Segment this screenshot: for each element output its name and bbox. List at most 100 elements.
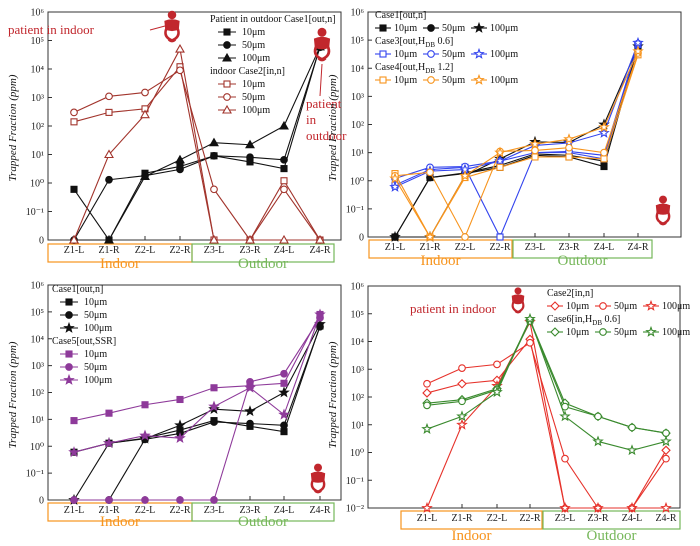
y-tick-label: 10⁶ (351, 8, 365, 19)
region-outdoor-label: Outdoor (558, 253, 608, 269)
legend-group-title: Case1[out,n] (375, 10, 426, 21)
y-tick-label: 10⁶ (31, 281, 45, 292)
data-point (70, 118, 78, 126)
y-tick-label: 10⁰ (350, 448, 364, 459)
series-line (394, 42, 639, 188)
data-point (280, 185, 288, 194)
legend-entry-label: 100μm (490, 75, 518, 86)
x-tick-label: Z2-R (169, 245, 190, 256)
data-point (139, 429, 151, 441)
data-point (105, 175, 113, 184)
data-point (661, 445, 671, 456)
series-line (73, 47, 320, 241)
data-point (141, 496, 149, 504)
data-point (632, 45, 644, 57)
y-tick-label: 10⁻¹ (26, 469, 44, 480)
data-point (244, 405, 256, 417)
legend-marker (65, 298, 73, 306)
data-point (280, 155, 288, 164)
y-tick-label: 10⁵ (351, 36, 365, 47)
x-tick-label: Z1-L (64, 245, 85, 256)
x-tick-label: Z4-L (594, 242, 615, 253)
legend-entry-label: 100μm (662, 327, 690, 338)
y-tick-label: 10⁴ (31, 65, 45, 76)
y-axis-label: Trapped Fraction (ppm) (327, 74, 339, 181)
region-outdoor-label: Outdoor (238, 514, 288, 530)
series-line (73, 314, 321, 422)
legend-marker (550, 301, 560, 311)
legend-entry-label: 10μm (394, 23, 417, 34)
y-tick-label: 10³ (31, 93, 44, 104)
data-point (459, 169, 471, 181)
data-point (628, 423, 636, 432)
annotation-patient-indoor: patient in indoor (8, 22, 95, 37)
annotation-arrow (319, 63, 323, 97)
data-point (458, 397, 466, 406)
data-point (244, 381, 256, 393)
data-point (105, 496, 113, 504)
data-point (103, 437, 115, 449)
data-point (389, 180, 401, 192)
legend-marker (599, 328, 607, 336)
y-tick-label: 10⁵ (31, 307, 45, 318)
data-point (456, 410, 468, 422)
y-tick-label: 10⁻¹ (26, 207, 44, 218)
data-point (559, 410, 571, 422)
y-tick-label: 10² (31, 122, 44, 133)
legend-group-title: Case2[in,n] (547, 288, 593, 299)
series-line (426, 319, 667, 434)
region-indoor-label: Indoor (421, 253, 461, 269)
data-point (209, 234, 219, 244)
series-line (394, 52, 639, 239)
data-point (68, 446, 80, 458)
region-indoor-label: Indoor (452, 528, 492, 544)
region-outdoor-label: Outdoor (238, 256, 288, 272)
legend-entry-label: 100μm (242, 105, 270, 116)
y-axis-label: Trapped Fraction (ppm) (7, 74, 19, 181)
data-point (423, 401, 431, 410)
data-point (422, 388, 432, 398)
data-point (426, 168, 434, 177)
y-tick-label: 10⁵ (351, 309, 365, 320)
data-point (105, 92, 113, 101)
data-point (278, 386, 290, 398)
legend-marker (63, 321, 75, 333)
data-point (315, 234, 325, 244)
legend-entry-label: 10μm (242, 79, 265, 90)
data-point (140, 109, 150, 119)
legend-group-title: Patient in outdoor Case1[out,n] (210, 14, 336, 25)
data-point (526, 338, 534, 347)
y-tick-label: 10⁰ (30, 442, 44, 453)
data-point (421, 501, 433, 513)
data-point (456, 418, 468, 430)
data-point (662, 454, 670, 463)
data-point (626, 501, 638, 513)
series-line (73, 69, 321, 241)
series-line (73, 47, 321, 241)
legend-entry-label: 50μm (614, 301, 637, 312)
legend-entry-label: 10μm (566, 301, 589, 312)
legend-entry-label: 50μm (442, 75, 465, 86)
data-point (660, 435, 672, 447)
data-point (461, 233, 469, 241)
data-point (600, 148, 608, 157)
annotation-patient-outdoor: outdoor (306, 128, 347, 143)
y-tick-label: 10⁰ (30, 179, 44, 190)
data-point (210, 496, 218, 504)
data-point (524, 312, 536, 324)
outdoor-box (191, 502, 335, 522)
data-point (531, 153, 539, 161)
legend-marker (473, 47, 485, 59)
data-point (421, 422, 433, 434)
y-tick-label: 10⁶ (31, 8, 45, 19)
x-tick-label: Z1-R (419, 242, 440, 253)
data-point (104, 149, 114, 159)
data-point (592, 435, 604, 447)
legend-entry-label: 50μm (442, 49, 465, 60)
series-line (74, 317, 321, 501)
x-tick-label: Z2-L (135, 505, 156, 516)
data-point (70, 185, 78, 193)
data-point (632, 36, 644, 48)
data-point (600, 155, 608, 163)
y-tick-label: 10³ (351, 92, 364, 103)
